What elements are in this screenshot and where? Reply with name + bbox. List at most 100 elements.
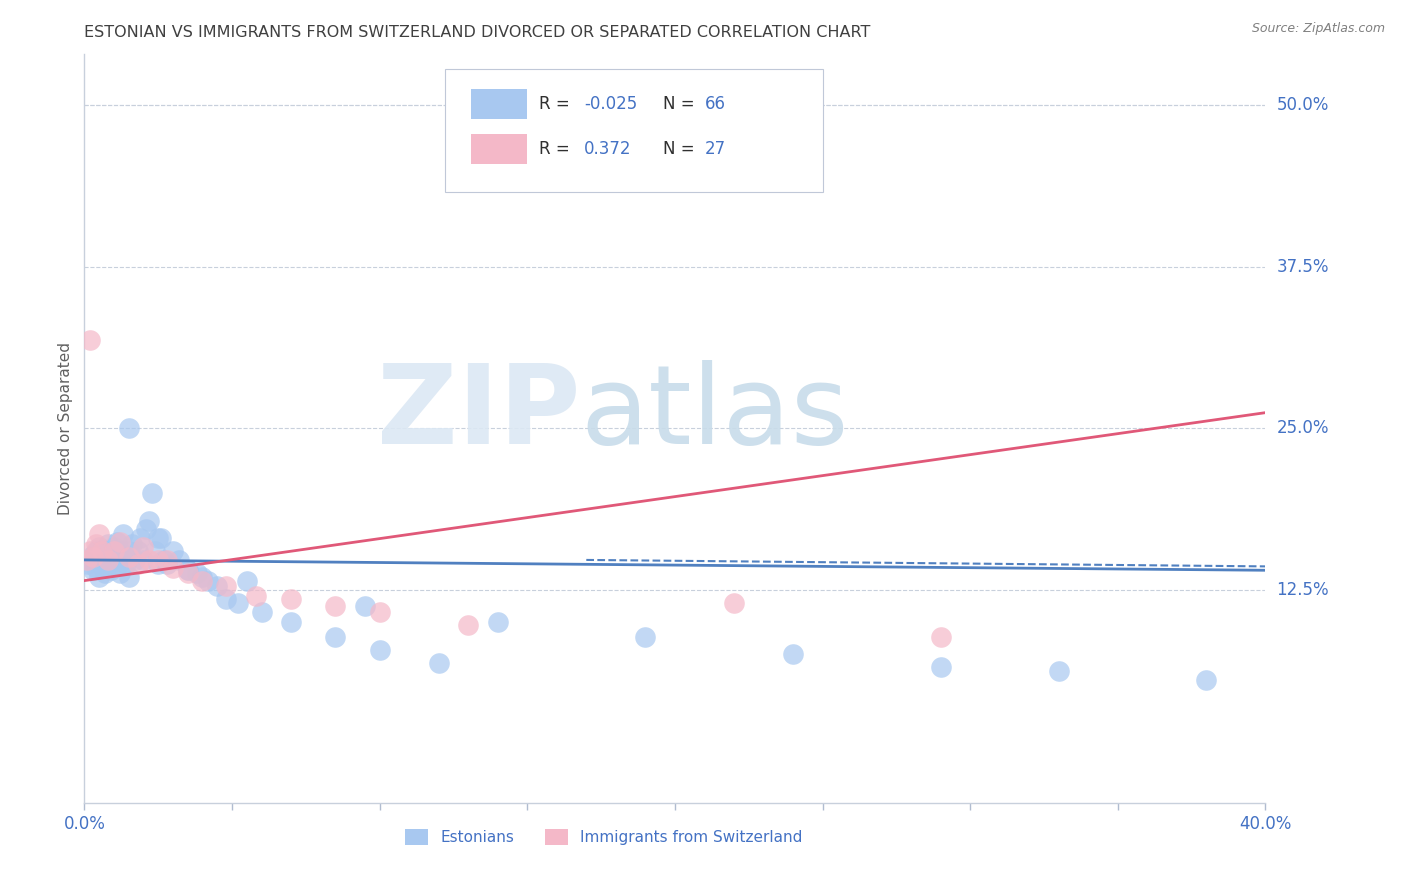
Point [207, 579, 229, 593]
Point [162, 544, 184, 558]
Text: atlas: atlas [581, 359, 849, 467]
Point [91, 559, 114, 574]
Point [118, 421, 141, 435]
Text: ZIP: ZIP [377, 359, 581, 467]
Point [368, 605, 391, 619]
Point [79, 553, 101, 567]
Point [325, 599, 347, 614]
Point [118, 544, 141, 558]
Point [177, 563, 200, 577]
Point [111, 553, 134, 567]
Point [162, 560, 184, 574]
Point [91, 550, 114, 565]
Point [108, 534, 131, 549]
Text: 37.5%: 37.5% [1277, 258, 1329, 276]
FancyBboxPatch shape [471, 89, 527, 120]
Text: 0.372: 0.372 [583, 140, 631, 159]
Text: ESTONIAN VS IMMIGRANTS FROM SWITZERLAND DIVORCED OR SEPARATED CORRELATION CHART: ESTONIAN VS IMMIGRANTS FROM SWITZERLAND … [84, 25, 870, 40]
Point [280, 615, 302, 629]
Text: R =: R = [538, 95, 575, 113]
Point [457, 617, 479, 632]
Point [129, 531, 152, 545]
Text: -0.025: -0.025 [583, 95, 637, 113]
Point [215, 591, 238, 606]
Point [226, 596, 249, 610]
Point [1047, 664, 1070, 678]
Point [132, 553, 155, 567]
Point [105, 559, 128, 574]
Point [354, 599, 377, 614]
Point [111, 527, 134, 541]
Text: N =: N = [664, 95, 700, 113]
Point [197, 574, 219, 588]
Point [138, 553, 160, 567]
Point [97, 553, 120, 567]
Point [191, 574, 214, 588]
Point [87, 570, 111, 584]
Point [723, 596, 745, 610]
Point [486, 615, 509, 629]
Point [634, 631, 657, 645]
Point [782, 647, 804, 661]
Point [156, 557, 179, 571]
Point [148, 557, 170, 571]
Point [87, 553, 111, 567]
Point [177, 563, 200, 577]
Point [138, 514, 160, 528]
Point [97, 537, 120, 551]
Text: 66: 66 [704, 95, 725, 113]
Text: 27: 27 [704, 140, 725, 159]
Point [127, 557, 149, 571]
Point [100, 548, 122, 562]
Point [103, 554, 125, 568]
FancyBboxPatch shape [471, 135, 527, 164]
Point [215, 579, 238, 593]
Point [427, 657, 450, 671]
Point [108, 544, 131, 558]
Y-axis label: Divorced or Separated: Divorced or Separated [58, 342, 73, 515]
Legend: Estonians, Immigrants from Switzerland: Estonians, Immigrants from Switzerland [399, 823, 808, 851]
Point [368, 643, 391, 657]
Point [325, 631, 347, 645]
Text: Source: ZipAtlas.com: Source: ZipAtlas.com [1251, 22, 1385, 36]
Text: 50.0%: 50.0% [1277, 96, 1329, 114]
Point [105, 534, 128, 549]
Point [103, 540, 125, 554]
Point [76, 557, 98, 571]
Point [87, 540, 111, 554]
Point [167, 553, 190, 567]
Point [82, 563, 104, 577]
Point [114, 557, 136, 571]
Point [245, 589, 267, 603]
Point [127, 544, 149, 558]
Point [280, 591, 302, 606]
Text: R =: R = [538, 140, 569, 159]
Point [148, 553, 170, 567]
Point [124, 553, 146, 567]
Point [250, 605, 273, 619]
Point [143, 544, 166, 558]
Point [153, 553, 176, 567]
Point [84, 544, 107, 558]
Point [1195, 673, 1218, 687]
Point [148, 531, 170, 545]
Point [94, 566, 117, 580]
Text: N =: N = [664, 140, 700, 159]
FancyBboxPatch shape [444, 69, 823, 192]
Point [141, 485, 163, 500]
Point [108, 566, 131, 580]
Point [929, 660, 952, 674]
Point [135, 522, 157, 536]
Point [118, 550, 141, 565]
Point [118, 570, 141, 584]
Point [76, 553, 98, 567]
Point [100, 563, 122, 577]
Point [177, 566, 200, 580]
Point [150, 531, 173, 545]
Point [236, 574, 259, 588]
Text: 12.5%: 12.5% [1277, 581, 1329, 599]
Point [156, 553, 179, 567]
Point [82, 550, 104, 565]
Point [79, 334, 101, 348]
Point [132, 540, 155, 554]
